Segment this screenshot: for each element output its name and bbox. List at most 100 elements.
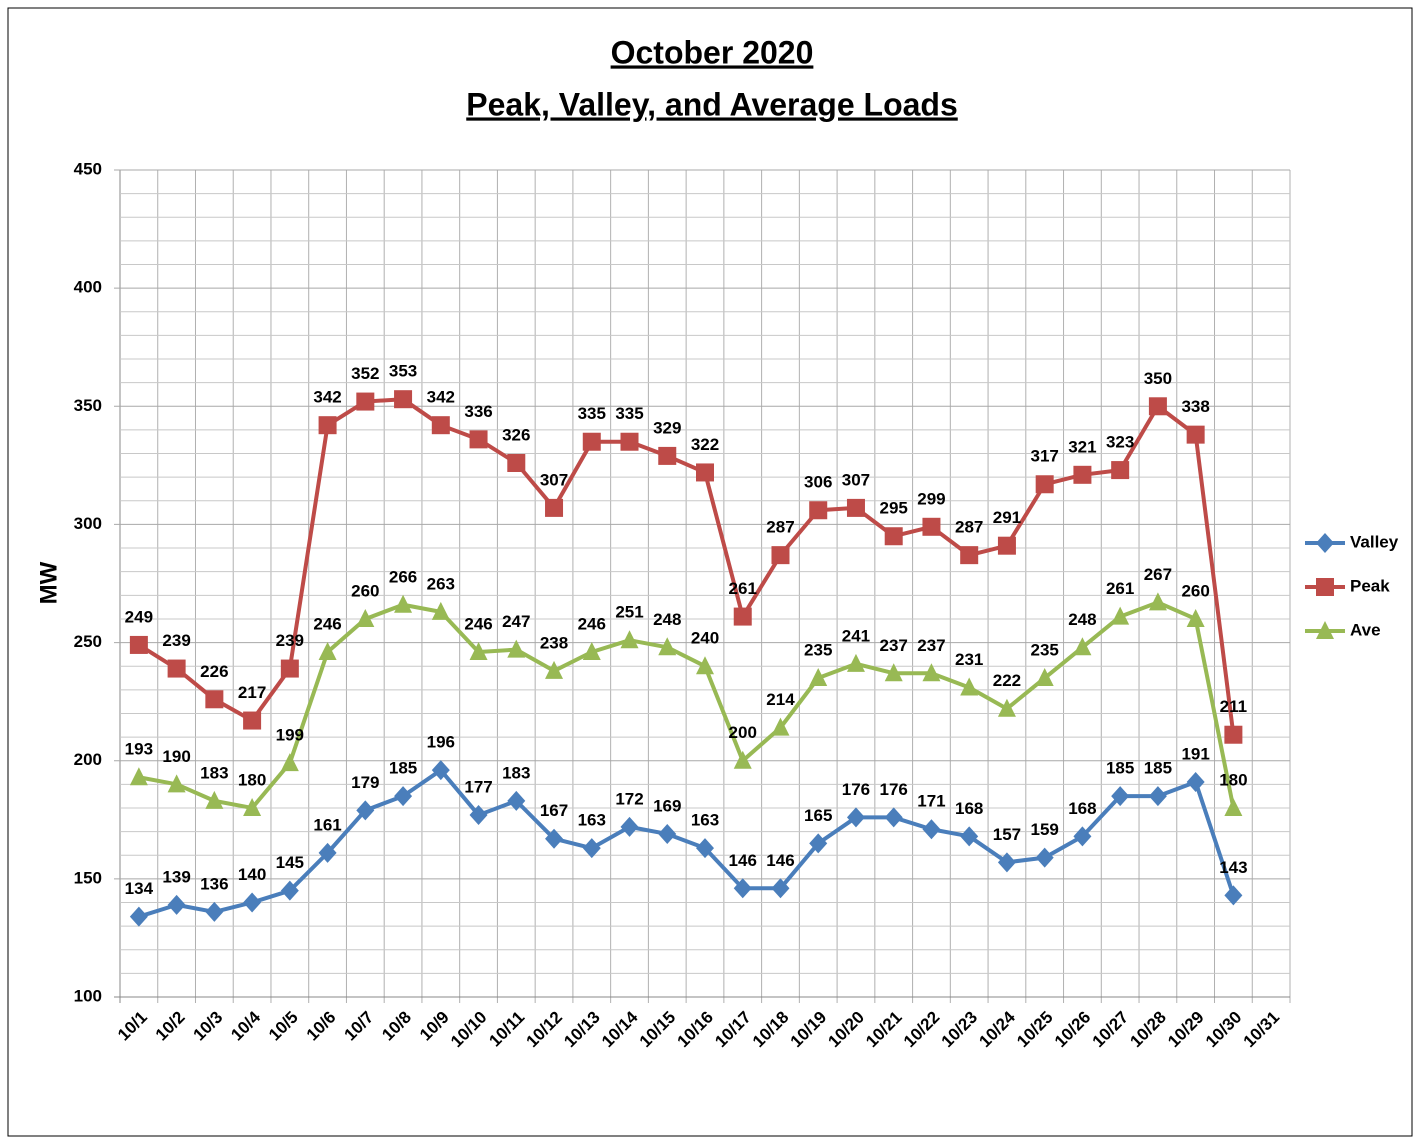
marker — [696, 656, 714, 675]
series-line — [138, 768, 1236, 919]
data-label: 226 — [200, 662, 228, 681]
marker — [129, 767, 148, 786]
marker — [1224, 885, 1243, 906]
marker — [582, 838, 601, 859]
marker — [960, 546, 979, 565]
data-label: 246 — [578, 615, 606, 634]
marker — [129, 906, 148, 927]
data-label: 165 — [804, 806, 832, 825]
marker — [545, 660, 564, 679]
y-tick-label: 300 — [74, 514, 102, 533]
legend-label: Ave — [1350, 620, 1381, 639]
marker — [431, 601, 450, 620]
data-label: 159 — [1030, 820, 1058, 839]
series-line — [138, 600, 1236, 810]
data-label: 329 — [653, 418, 681, 437]
data-label: 143 — [1219, 858, 1247, 877]
data-label: 263 — [427, 574, 455, 593]
marker — [469, 430, 488, 449]
y-axis-label: MW — [35, 561, 62, 604]
marker — [431, 416, 450, 435]
marker — [1316, 533, 1334, 553]
chart-title: October 2020 — [611, 34, 814, 70]
data-label: 266 — [389, 567, 417, 586]
marker — [1111, 461, 1130, 480]
marker — [1316, 621, 1334, 639]
data-label: 287 — [766, 518, 794, 537]
marker — [280, 753, 299, 772]
data-label: 239 — [276, 631, 304, 650]
marker — [1073, 637, 1092, 656]
marker — [771, 717, 790, 736]
data-label: 295 — [880, 499, 908, 518]
data-label: 248 — [1068, 610, 1096, 629]
data-label: 247 — [502, 612, 530, 631]
marker — [1073, 465, 1092, 484]
marker — [771, 546, 790, 565]
marker — [846, 807, 865, 828]
data-label: 145 — [276, 853, 304, 872]
data-label: 211 — [1220, 697, 1247, 716]
data-label: 261 — [1106, 579, 1134, 598]
data-label: 180 — [1219, 770, 1247, 789]
marker — [922, 663, 941, 682]
marker — [733, 878, 752, 899]
marker — [884, 663, 903, 682]
data-label: 350 — [1144, 369, 1172, 388]
marker — [884, 807, 903, 828]
data-label: 200 — [729, 723, 757, 742]
data-label: 185 — [1106, 759, 1134, 778]
data-label: 163 — [578, 811, 606, 830]
marker — [1186, 771, 1205, 792]
data-label: 335 — [615, 404, 643, 423]
data-label: 163 — [691, 811, 719, 830]
marker — [167, 894, 186, 915]
marker — [922, 819, 941, 840]
data-label: 134 — [125, 879, 154, 898]
data-label: 261 — [729, 579, 757, 598]
data-label: 239 — [162, 631, 190, 650]
data-label: 157 — [993, 825, 1021, 844]
data-label: 326 — [502, 425, 530, 444]
data-label: 240 — [691, 629, 719, 648]
marker — [545, 498, 564, 517]
data-label: 172 — [615, 789, 643, 808]
data-label: 222 — [993, 671, 1021, 690]
data-label: 193 — [125, 740, 153, 759]
marker — [696, 463, 714, 482]
marker — [960, 677, 979, 696]
data-label: 246 — [313, 615, 341, 634]
marker — [1224, 725, 1243, 744]
data-label: 336 — [464, 402, 492, 421]
marker — [1186, 608, 1205, 627]
marker — [318, 842, 337, 863]
data-label: 323 — [1106, 433, 1134, 452]
data-label: 251 — [615, 603, 643, 622]
data-label: 287 — [955, 518, 983, 537]
marker — [356, 800, 375, 821]
marker — [280, 880, 299, 901]
marker — [507, 453, 526, 472]
marker — [1224, 797, 1243, 816]
data-label: 317 — [1030, 447, 1058, 466]
data-label: 217 — [238, 683, 266, 702]
marker — [960, 826, 979, 847]
marker — [733, 607, 752, 626]
marker — [1316, 578, 1334, 596]
data-label: 231 — [955, 650, 983, 669]
data-label: 185 — [1144, 759, 1172, 778]
data-label: 321 — [1068, 437, 1096, 456]
data-label: 167 — [540, 801, 568, 820]
marker — [1148, 397, 1167, 416]
marker — [922, 517, 941, 536]
marker — [205, 901, 224, 922]
data-label: 267 — [1144, 565, 1172, 584]
data-label: 335 — [578, 404, 606, 423]
data-label: 322 — [691, 435, 719, 454]
marker — [997, 698, 1016, 717]
marker — [620, 630, 639, 649]
data-label: 146 — [766, 851, 794, 870]
marker — [846, 653, 865, 672]
data-label: 235 — [1030, 640, 1058, 659]
data-label: 241 — [842, 626, 870, 645]
